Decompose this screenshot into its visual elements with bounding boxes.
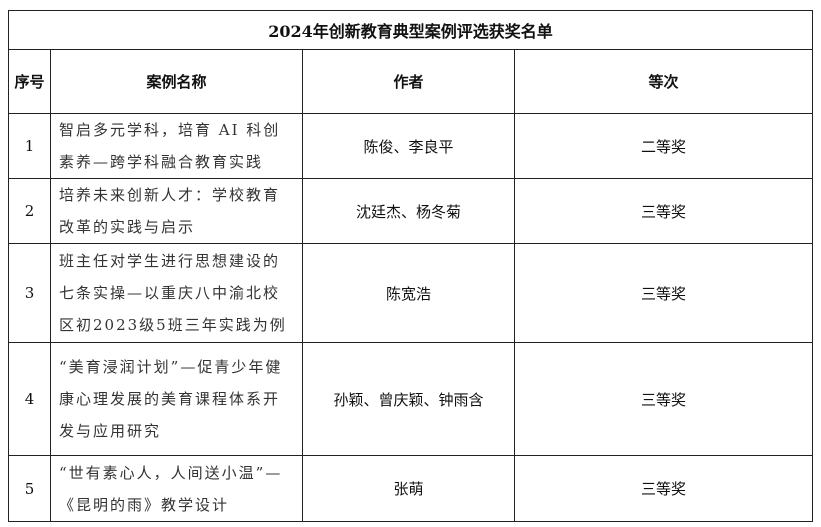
cell-author: 陈宽浩	[302, 243, 515, 343]
cell-author: 沈廷杰、杨冬菊	[302, 178, 515, 244]
cell-case-name: 智启多元学科，培育 AI 科创素养—跨学科融合教育实践	[50, 113, 303, 179]
cell-no: 2	[8, 178, 51, 244]
cell-rank: 三等奖	[514, 243, 813, 343]
cell-case-name: 班主任对学生进行思想建设的七条实操—以重庆八中渝北校区初2023级5班三年实践为…	[50, 243, 303, 343]
header-rank: 等次	[514, 49, 813, 114]
award-table: 2024年创新教育典型案例评选获奖名单 序号 案例名称 作者 等次 1 智启多元学…	[8, 10, 813, 522]
cell-author: 孙颖、曾庆颖、钟雨含	[302, 342, 515, 456]
table-row: 4 “美育浸润计划”—促青少年健康心理发展的美育课程体系开发与应用研究 孙颖、曾庆颖…	[8, 342, 813, 456]
header-case-name: 案例名称	[50, 49, 303, 114]
cell-author: 张萌	[302, 455, 515, 522]
cell-no: 5	[8, 455, 51, 522]
cell-rank: 三等奖	[514, 455, 813, 522]
table-title: 2024年创新教育典型案例评选获奖名单	[8, 10, 813, 50]
cell-no: 4	[8, 342, 51, 456]
cell-no: 1	[8, 113, 51, 179]
cell-author: 陈俊、李良平	[302, 113, 515, 179]
table-row: 3 班主任对学生进行思想建设的七条实操—以重庆八中渝北校区初2023级5班三年实践…	[8, 243, 813, 343]
cell-rank: 三等奖	[514, 178, 813, 244]
header-row: 序号 案例名称 作者 等次	[8, 49, 813, 114]
table-row: 5 “世有素心人，人间送小温”—《昆明的雨》教学设计 张萌 三等奖	[8, 455, 813, 522]
cell-case-name: “美育浸润计划”—促青少年健康心理发展的美育课程体系开发与应用研究	[50, 342, 303, 456]
header-author: 作者	[302, 49, 515, 114]
cell-case-name: 培养未来创新人才：学校教育改革的实践与启示	[50, 178, 303, 244]
cell-no: 3	[8, 243, 51, 343]
table-row: 1 智启多元学科，培育 AI 科创素养—跨学科融合教育实践 陈俊、李良平 二等奖	[8, 113, 813, 179]
header-no: 序号	[8, 49, 51, 114]
cell-rank: 二等奖	[514, 113, 813, 179]
cell-case-name: “世有素心人，人间送小温”—《昆明的雨》教学设计	[50, 455, 303, 522]
table-row: 2 培养未来创新人才：学校教育改革的实践与启示 沈廷杰、杨冬菊 三等奖	[8, 178, 813, 244]
cell-rank: 三等奖	[514, 342, 813, 456]
